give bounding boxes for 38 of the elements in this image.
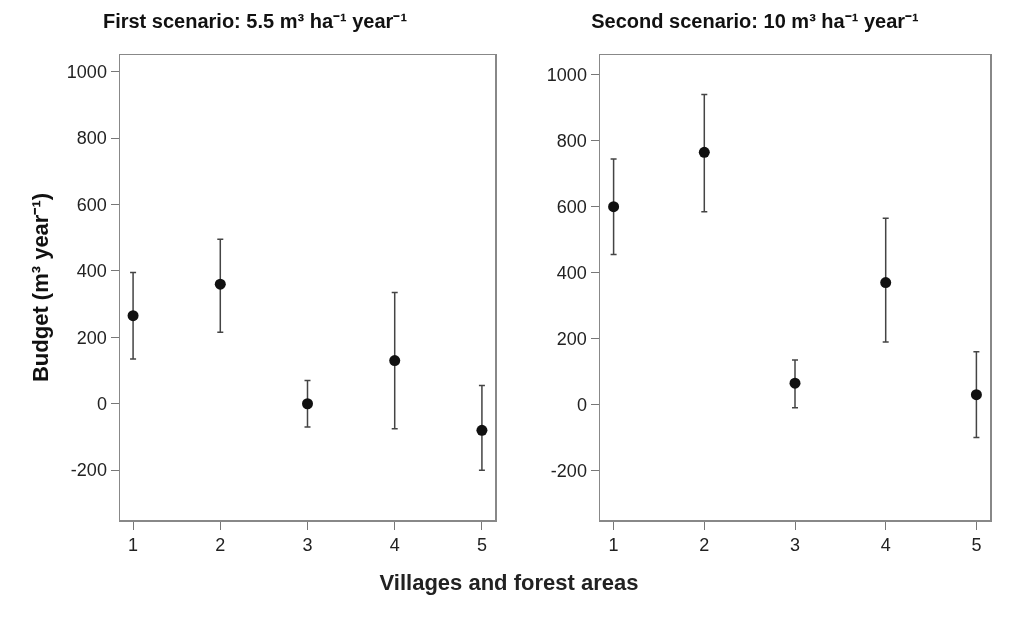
y-tick-label: 0 [96, 394, 107, 415]
y-tick-label: 0 [576, 394, 587, 415]
x-tick-label: 1 [128, 535, 139, 556]
chart-title: First scenario: 5.5 m³ ha⁻¹ year⁻¹ [102, 10, 408, 33]
y-tick-label: 400 [556, 262, 587, 283]
y-tick-label: -200 [550, 460, 587, 481]
y-tick-label: 200 [556, 328, 587, 349]
point [789, 377, 801, 389]
y-tick-label: -200 [70, 460, 107, 481]
chart-title: Second scenario: 10 m³ ha⁻¹ year⁻¹ [591, 10, 920, 33]
x-tick-label: 5 [971, 535, 982, 556]
x-axis-title: Villages and forest areas [378, 570, 640, 596]
y-tick-label: 1000 [546, 65, 587, 86]
x-tick-label: 3 [789, 535, 801, 556]
point [476, 424, 488, 436]
y-tick-label: 600 [556, 197, 587, 217]
y-tick-label: 800 [556, 131, 587, 152]
point [970, 389, 982, 401]
y-tick-label: 200 [76, 327, 107, 348]
point [389, 355, 401, 367]
x-tick-label: 3 [302, 535, 313, 556]
point [608, 201, 620, 213]
point [698, 146, 710, 158]
y-tick-label: 400 [76, 261, 107, 282]
y-tick-label: 1000 [66, 61, 107, 82]
x-tick-label: 4 [389, 535, 400, 556]
y-axis-title: Budget (m³ year⁻¹) [27, 192, 53, 383]
x-tick-label: 2 [215, 535, 226, 556]
y-tick-label: 600 [76, 194, 107, 215]
point [214, 278, 226, 290]
point [302, 398, 313, 410]
point [127, 310, 139, 322]
point [880, 277, 892, 289]
x-tick-label: 5 [476, 535, 487, 556]
y-tick-label: 800 [76, 128, 107, 149]
x-tick-label: 1 [608, 535, 619, 556]
x-tick-label: 2 [699, 535, 710, 556]
x-tick-label: 4 [880, 535, 891, 556]
